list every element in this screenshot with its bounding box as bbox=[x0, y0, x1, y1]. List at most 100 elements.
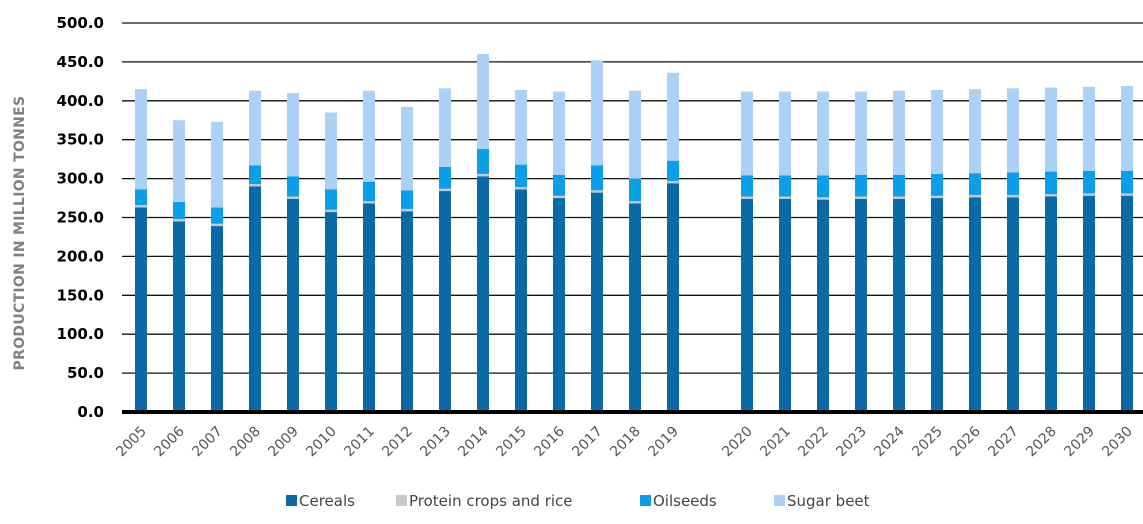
x-tick-label: 2024 bbox=[871, 423, 908, 460]
x-tick-label: 2011 bbox=[341, 424, 378, 461]
bar-cereals-2011 bbox=[363, 203, 375, 412]
bar-cereals-2007 bbox=[211, 226, 223, 412]
bar-cereals-2008 bbox=[249, 186, 261, 412]
bar-oilseeds-2019 bbox=[667, 160, 679, 181]
x-tick-label: 2014 bbox=[455, 423, 492, 460]
bar-oilseeds-2015 bbox=[515, 164, 527, 188]
bar-sugar-beet-2016 bbox=[553, 91, 565, 175]
bar-cereals-2005 bbox=[135, 207, 147, 412]
bar-protein-crops-and-rice-2009 bbox=[287, 196, 299, 199]
bar-cereals-2027 bbox=[1007, 197, 1019, 412]
bar-sugar-beet-2013 bbox=[439, 88, 451, 167]
x-tick-label: 2019 bbox=[645, 424, 682, 461]
legend-swatch-cereals bbox=[286, 495, 297, 506]
bar-cereals-2020 bbox=[741, 198, 753, 412]
bar-protein-crops-and-rice-2019 bbox=[667, 180, 679, 184]
x-tick-label: 2026 bbox=[947, 423, 984, 460]
legend: Cereals Protein crops and rice Oilseeds Sug… bbox=[286, 492, 870, 510]
bar-sugar-beet-2007 bbox=[211, 121, 223, 208]
bar-protein-crops-and-rice-2025 bbox=[931, 195, 943, 199]
bars bbox=[135, 54, 1133, 412]
bar-oilseeds-2029 bbox=[1083, 170, 1095, 194]
bar-protein-crops-and-rice-2005 bbox=[135, 205, 147, 208]
bar-oilseeds-2006 bbox=[173, 201, 185, 220]
bar-sugar-beet-2006 bbox=[173, 120, 185, 202]
x-tick-label: 2005 bbox=[113, 424, 150, 461]
bar-sugar-beet-2015 bbox=[515, 89, 527, 165]
bar-sugar-beet-2009 bbox=[287, 93, 299, 177]
bar-protein-crops-and-rice-2024 bbox=[893, 196, 905, 199]
bar-sugar-beet-2005 bbox=[135, 89, 147, 190]
bar-sugar-beet-2020 bbox=[741, 91, 753, 176]
bar-cereals-2017 bbox=[591, 192, 603, 412]
bar-oilseeds-2011 bbox=[363, 181, 375, 202]
y-tick-label: 250.0 bbox=[57, 209, 104, 227]
bar-oilseeds-2030 bbox=[1121, 170, 1133, 194]
bar-cereals-2022 bbox=[817, 199, 829, 412]
bar-protein-crops-and-rice-2006 bbox=[173, 219, 185, 222]
y-tick-label: 0.0 bbox=[77, 403, 104, 421]
x-tick-label: 2018 bbox=[607, 424, 644, 461]
bar-sugar-beet-2010 bbox=[325, 112, 337, 190]
bar-sugar-beet-2026 bbox=[969, 89, 981, 174]
y-tick-label: 300.0 bbox=[57, 170, 104, 188]
bar-oilseeds-2007 bbox=[211, 207, 223, 224]
x-tick-label: 2010 bbox=[303, 424, 340, 461]
bar-oilseeds-2012 bbox=[401, 190, 413, 209]
x-tick-label: 2030 bbox=[1099, 424, 1136, 461]
bar-protein-crops-and-rice-2030 bbox=[1121, 193, 1133, 196]
bar-oilseeds-2026 bbox=[969, 173, 981, 195]
legend-swatch-sugar-beet bbox=[774, 495, 785, 506]
bar-cereals-2026 bbox=[969, 197, 981, 412]
bar-cereals-2018 bbox=[629, 203, 641, 412]
bar-cereals-2030 bbox=[1121, 195, 1133, 412]
legend-label-sugar-beet: Sugar beet bbox=[787, 492, 870, 510]
bar-sugar-beet-2019 bbox=[667, 72, 679, 161]
bar-protein-crops-and-rice-2020 bbox=[741, 196, 753, 199]
x-tick-label: 2012 bbox=[379, 424, 416, 461]
bar-oilseeds-2021 bbox=[779, 175, 791, 197]
bar-protein-crops-and-rice-2018 bbox=[629, 201, 641, 204]
bar-sugar-beet-2025 bbox=[931, 89, 943, 174]
bar-cereals-2013 bbox=[439, 191, 451, 412]
bar-cereals-2015 bbox=[515, 189, 527, 412]
bar-sugar-beet-2017 bbox=[591, 60, 603, 166]
x-tick-label: 2007 bbox=[189, 424, 226, 461]
bar-sugar-beet-2018 bbox=[629, 90, 641, 179]
bar-oilseeds-2024 bbox=[893, 174, 905, 197]
x-tick-label: 2025 bbox=[909, 424, 946, 461]
bar-protein-crops-and-rice-2023 bbox=[855, 196, 867, 199]
bar-oilseeds-2020 bbox=[741, 175, 753, 197]
bar-cereals-2012 bbox=[401, 211, 413, 412]
bar-cereals-2021 bbox=[779, 198, 791, 412]
legend-label-cereals: Cereals bbox=[299, 492, 355, 510]
legend-label-oilseeds: Oilseeds bbox=[653, 492, 717, 510]
x-tick-label: 2028 bbox=[1023, 424, 1060, 461]
bar-sugar-beet-2014 bbox=[477, 54, 489, 150]
bar-sugar-beet-2028 bbox=[1045, 87, 1057, 172]
bar-protein-crops-and-rice-2028 bbox=[1045, 194, 1057, 197]
bar-protein-crops-and-rice-2007 bbox=[211, 223, 223, 227]
bar-sugar-beet-2022 bbox=[817, 91, 829, 176]
bar-protein-crops-and-rice-2014 bbox=[477, 173, 489, 177]
bar-oilseeds-2016 bbox=[553, 174, 565, 196]
bar-protein-crops-and-rice-2013 bbox=[439, 188, 451, 192]
x-tick-label: 2015 bbox=[493, 424, 530, 461]
bar-protein-crops-and-rice-2008 bbox=[249, 184, 261, 187]
x-tick-label: 2008 bbox=[227, 424, 264, 461]
x-tick-label: 2013 bbox=[417, 424, 454, 461]
x-tick-label: 2006 bbox=[151, 423, 188, 460]
bar-protein-crops-and-rice-2026 bbox=[969, 194, 981, 198]
y-axis-label: PRODUCTION IN MILLION TONNES bbox=[12, 96, 28, 371]
bar-cereals-2028 bbox=[1045, 196, 1057, 412]
x-tick-label: 2020 bbox=[719, 424, 756, 461]
bar-cereals-2019 bbox=[667, 183, 679, 412]
bar-sugar-beet-2030 bbox=[1121, 86, 1133, 171]
bar-sugar-beet-2011 bbox=[363, 90, 375, 182]
bar-protein-crops-and-rice-2016 bbox=[553, 195, 565, 199]
x-tick-label: 2009 bbox=[265, 424, 302, 461]
bar-protein-crops-and-rice-2015 bbox=[515, 187, 527, 190]
bar-sugar-beet-2023 bbox=[855, 91, 867, 175]
bar-oilseeds-2008 bbox=[249, 165, 261, 185]
